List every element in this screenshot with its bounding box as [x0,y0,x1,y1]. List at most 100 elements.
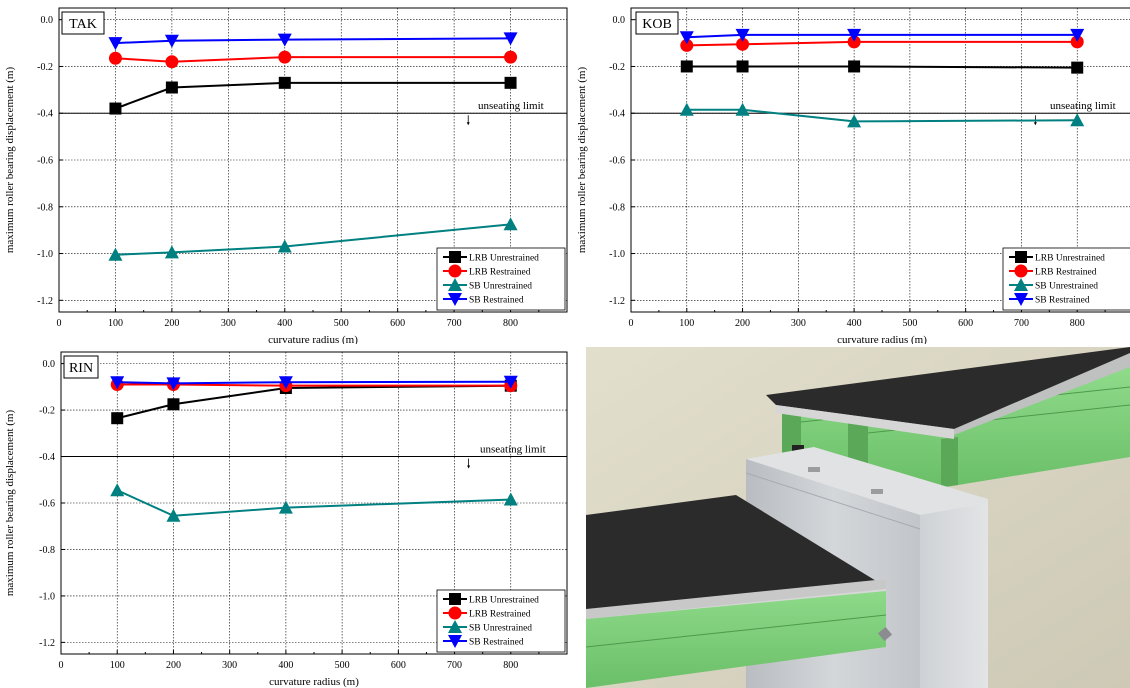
marker-sb-unrestrained-1 [164,245,179,259]
x-tick-label: 600 [390,318,405,329]
y-tick-label: -0.2 [39,406,55,417]
x-tick-label: 600 [958,318,973,329]
x-tick-label: 0 [629,318,634,329]
y-tick-label: -0.8 [37,202,53,213]
marker-legend-lrb-unrestrained-0 [1015,251,1027,263]
unseating-limit-label: unseating limit [478,100,544,112]
marker-lrb-restrained-2 [278,50,292,64]
marker-lrb-restrained-1 [165,55,179,69]
legend: LRB Unrestrained LRB Restrained SB Unrestr… [1002,247,1130,311]
series-line [117,380,511,385]
marker-sb-restrained-2 [277,33,292,47]
marker-sb-unrestrained-3 [1070,113,1085,127]
x-tick-label: 400 [278,660,293,671]
series-lrb-unrestrained [680,60,1084,74]
y-tick-label: -1.2 [609,296,625,307]
marker-lrb-unrestrained-1 [167,398,180,411]
marker-sb-unrestrained-2 [847,114,862,128]
legend: LRB Unrestrained LRB Restrained SB Unrestr… [436,589,566,653]
y-tick-label: -1.0 [609,249,625,260]
unseating-limit-label: unseating limit [480,444,546,456]
legend-label: SB Unrestrained [469,624,532,634]
x-tick-label: 300 [791,318,806,329]
series-line [686,33,1078,39]
chart-svg-kob: 0 100 200 300 400 500 600 700 800 0.0 -0.2 -0.4 -0.6… [576,7,1130,344]
y-tick-label: 0.0 [613,15,626,26]
series-sb-restrained [679,28,1085,45]
marker-lrb-restrained-1 [736,37,750,51]
series-sb-restrained [108,32,518,51]
x-tick-label: 700 [447,318,462,329]
y-tick-label: -0.8 [609,202,625,213]
marker-sb-restrained-3 [503,375,518,389]
x-tick-label: 500 [335,660,350,671]
panel-label-box [61,11,105,35]
x-tick-label: 700 [447,660,462,671]
marker-legend-sb-restrained-3 [1014,293,1028,306]
series-line [115,223,511,256]
marker-lrb-unrestrained-3 [1071,61,1084,74]
series-line [686,65,1078,69]
series-lrb-unrestrained [109,76,517,115]
marker-sb-unrestrained-0 [679,102,694,116]
legend-label: SB Restrained [469,638,524,648]
chart-panel-kob: 0 100 200 300 400 500 600 700 800 0.0 -0.2 -0.4 -0.6… [572,0,1130,344]
legend-label: LRB Restrained [469,610,531,620]
marker-legend-lrb-restrained-1 [448,264,462,278]
bridge-illustration-svg [586,347,1130,688]
y-axis-title: maximum roller bearing displacement (m) [4,67,16,254]
marker-sb-restrained-2 [847,28,862,42]
y-tick-label: 0.0 [41,15,54,26]
marker-lrb-unrestrained-2 [278,76,291,89]
y-tick-label: -0.2 [609,62,625,73]
marker-sb-restrained-3 [1070,28,1085,42]
x-tick-label: 500 [334,318,349,329]
x-tick-label: 0 [57,318,62,329]
legend-label: LRB Unrestrained [469,596,539,606]
legend-label: SB Unrestrained [1035,282,1098,292]
marker-sb-unrestrained-0 [110,483,125,497]
y-tick-label: -0.6 [37,156,53,167]
y-tick-label: -0.6 [39,499,55,510]
x-tick-label: 800 [503,318,518,329]
marker-sb-unrestrained-1 [166,508,181,522]
marker-sb-restrained-1 [164,34,179,48]
x-tick-label: 100 [679,318,694,329]
marker-sb-restrained-2 [278,376,293,390]
legend-label: LRB Unrestrained [469,254,539,264]
marker-sb-unrestrained-3 [503,217,518,231]
marker-lrb-unrestrained-0 [109,102,122,115]
series-line [116,384,511,420]
legend-label: LRB Restrained [469,268,531,278]
x-tick-label: 200 [735,318,750,329]
chart-panel-tak: 0 100 200 300 400 500 600 700 800 0.0 -0.2 -0.4 -0.6… [0,0,572,344]
marker-legend-sb-restrained-3 [448,635,462,648]
marker-sb-restrained-1 [166,377,181,391]
marker-legend-lrb-restrained-1 [448,606,462,620]
x-tick-label: 400 [277,318,292,329]
panel-label: TAK [69,17,97,32]
x-tick-label: 600 [391,660,406,671]
marker-lrb-unrestrained-3 [504,76,517,89]
legend-label: SB Restrained [1035,296,1090,306]
legend-label: SB Restrained [469,296,524,306]
x-axis-title: curvature radius (m) [269,676,359,688]
chart-panel-rin: 0 100 200 300 400 500 600 700 800 0.0 -0.2 -0.4 -0.6… [0,344,572,688]
marker-legend-sb-unrestrained-2 [448,278,462,291]
series-sb-unrestrained [110,483,518,522]
near-deck [586,495,886,619]
y-tick-label: -1.0 [39,591,55,602]
chart-svg-tak: 0 100 200 300 400 500 600 700 800 0.0 -0.2 -0.4 -0.6… [4,7,568,344]
marker-sb-unrestrained-0 [108,247,123,261]
series-sb-unrestrained [108,217,518,261]
series-line [115,81,511,110]
x-tick-label: 500 [902,318,917,329]
series-line [686,40,1078,47]
marker-lrb-restrained-2 [847,35,861,49]
legend: LRB Unrestrained LRB Restrained SB Unrestr… [436,247,566,311]
marker-legend-sb-unrestrained-2 [1014,278,1028,291]
series-sb-restrained [110,375,518,391]
x-tick-label: 100 [108,318,123,329]
series-line [116,489,511,517]
x-tick-label: 200 [164,318,179,329]
